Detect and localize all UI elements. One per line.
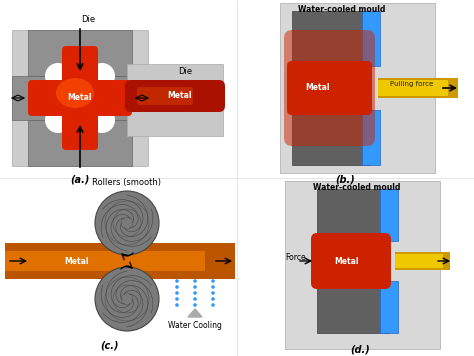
Text: Metal: Metal bbox=[65, 257, 89, 266]
Text: Metal: Metal bbox=[168, 91, 192, 100]
Text: (a.): (a.) bbox=[70, 175, 90, 185]
Text: Pulling force: Pulling force bbox=[391, 81, 434, 87]
FancyBboxPatch shape bbox=[380, 281, 398, 333]
FancyBboxPatch shape bbox=[285, 181, 440, 349]
Text: Die: Die bbox=[81, 16, 95, 25]
Text: Metal: Metal bbox=[335, 257, 359, 266]
Circle shape bbox=[193, 297, 197, 301]
FancyBboxPatch shape bbox=[12, 76, 58, 120]
Ellipse shape bbox=[45, 107, 71, 133]
FancyBboxPatch shape bbox=[125, 80, 225, 112]
FancyBboxPatch shape bbox=[28, 80, 132, 116]
FancyBboxPatch shape bbox=[311, 233, 391, 289]
Circle shape bbox=[193, 279, 197, 283]
Text: (c.): (c.) bbox=[101, 341, 119, 351]
FancyBboxPatch shape bbox=[362, 110, 380, 165]
FancyBboxPatch shape bbox=[28, 30, 132, 76]
Text: Rollers (smooth): Rollers (smooth) bbox=[92, 178, 162, 188]
Text: (b.): (b.) bbox=[335, 175, 355, 185]
FancyBboxPatch shape bbox=[317, 281, 389, 333]
FancyBboxPatch shape bbox=[62, 46, 98, 150]
Circle shape bbox=[95, 267, 159, 331]
FancyBboxPatch shape bbox=[292, 110, 370, 165]
FancyBboxPatch shape bbox=[5, 243, 235, 279]
FancyBboxPatch shape bbox=[362, 11, 380, 66]
FancyBboxPatch shape bbox=[102, 76, 148, 120]
FancyBboxPatch shape bbox=[380, 189, 398, 241]
Ellipse shape bbox=[58, 76, 102, 120]
FancyBboxPatch shape bbox=[317, 189, 389, 241]
Text: Metal: Metal bbox=[306, 84, 330, 93]
Polygon shape bbox=[188, 309, 202, 317]
Text: Water-cooled mould: Water-cooled mould bbox=[298, 5, 386, 15]
Text: Force: Force bbox=[285, 253, 306, 262]
Text: (d.): (d.) bbox=[350, 344, 370, 354]
FancyBboxPatch shape bbox=[280, 3, 435, 173]
Circle shape bbox=[175, 291, 179, 295]
Circle shape bbox=[211, 297, 215, 301]
Ellipse shape bbox=[56, 78, 94, 108]
Text: Die: Die bbox=[178, 68, 192, 77]
Circle shape bbox=[175, 297, 179, 301]
FancyBboxPatch shape bbox=[127, 64, 223, 136]
Circle shape bbox=[211, 279, 215, 283]
FancyBboxPatch shape bbox=[378, 80, 448, 96]
Ellipse shape bbox=[45, 63, 71, 89]
Circle shape bbox=[211, 303, 215, 307]
Circle shape bbox=[95, 191, 159, 255]
Circle shape bbox=[193, 291, 197, 295]
FancyBboxPatch shape bbox=[5, 251, 205, 271]
FancyBboxPatch shape bbox=[395, 252, 450, 270]
FancyBboxPatch shape bbox=[292, 11, 370, 66]
Circle shape bbox=[193, 303, 197, 307]
FancyBboxPatch shape bbox=[28, 120, 132, 166]
FancyBboxPatch shape bbox=[395, 254, 443, 268]
Text: Metal: Metal bbox=[68, 94, 92, 103]
Ellipse shape bbox=[89, 63, 115, 89]
Circle shape bbox=[211, 285, 215, 289]
Circle shape bbox=[175, 303, 179, 307]
Text: Water Cooling: Water Cooling bbox=[168, 321, 222, 330]
FancyBboxPatch shape bbox=[12, 30, 148, 166]
Circle shape bbox=[193, 285, 197, 289]
Ellipse shape bbox=[89, 107, 115, 133]
FancyBboxPatch shape bbox=[284, 30, 375, 146]
Circle shape bbox=[175, 285, 179, 289]
FancyBboxPatch shape bbox=[137, 87, 193, 105]
Circle shape bbox=[211, 291, 215, 295]
FancyBboxPatch shape bbox=[378, 78, 458, 98]
Circle shape bbox=[175, 279, 179, 283]
Text: Water-cooled mould: Water-cooled mould bbox=[313, 183, 401, 193]
FancyBboxPatch shape bbox=[287, 61, 372, 115]
